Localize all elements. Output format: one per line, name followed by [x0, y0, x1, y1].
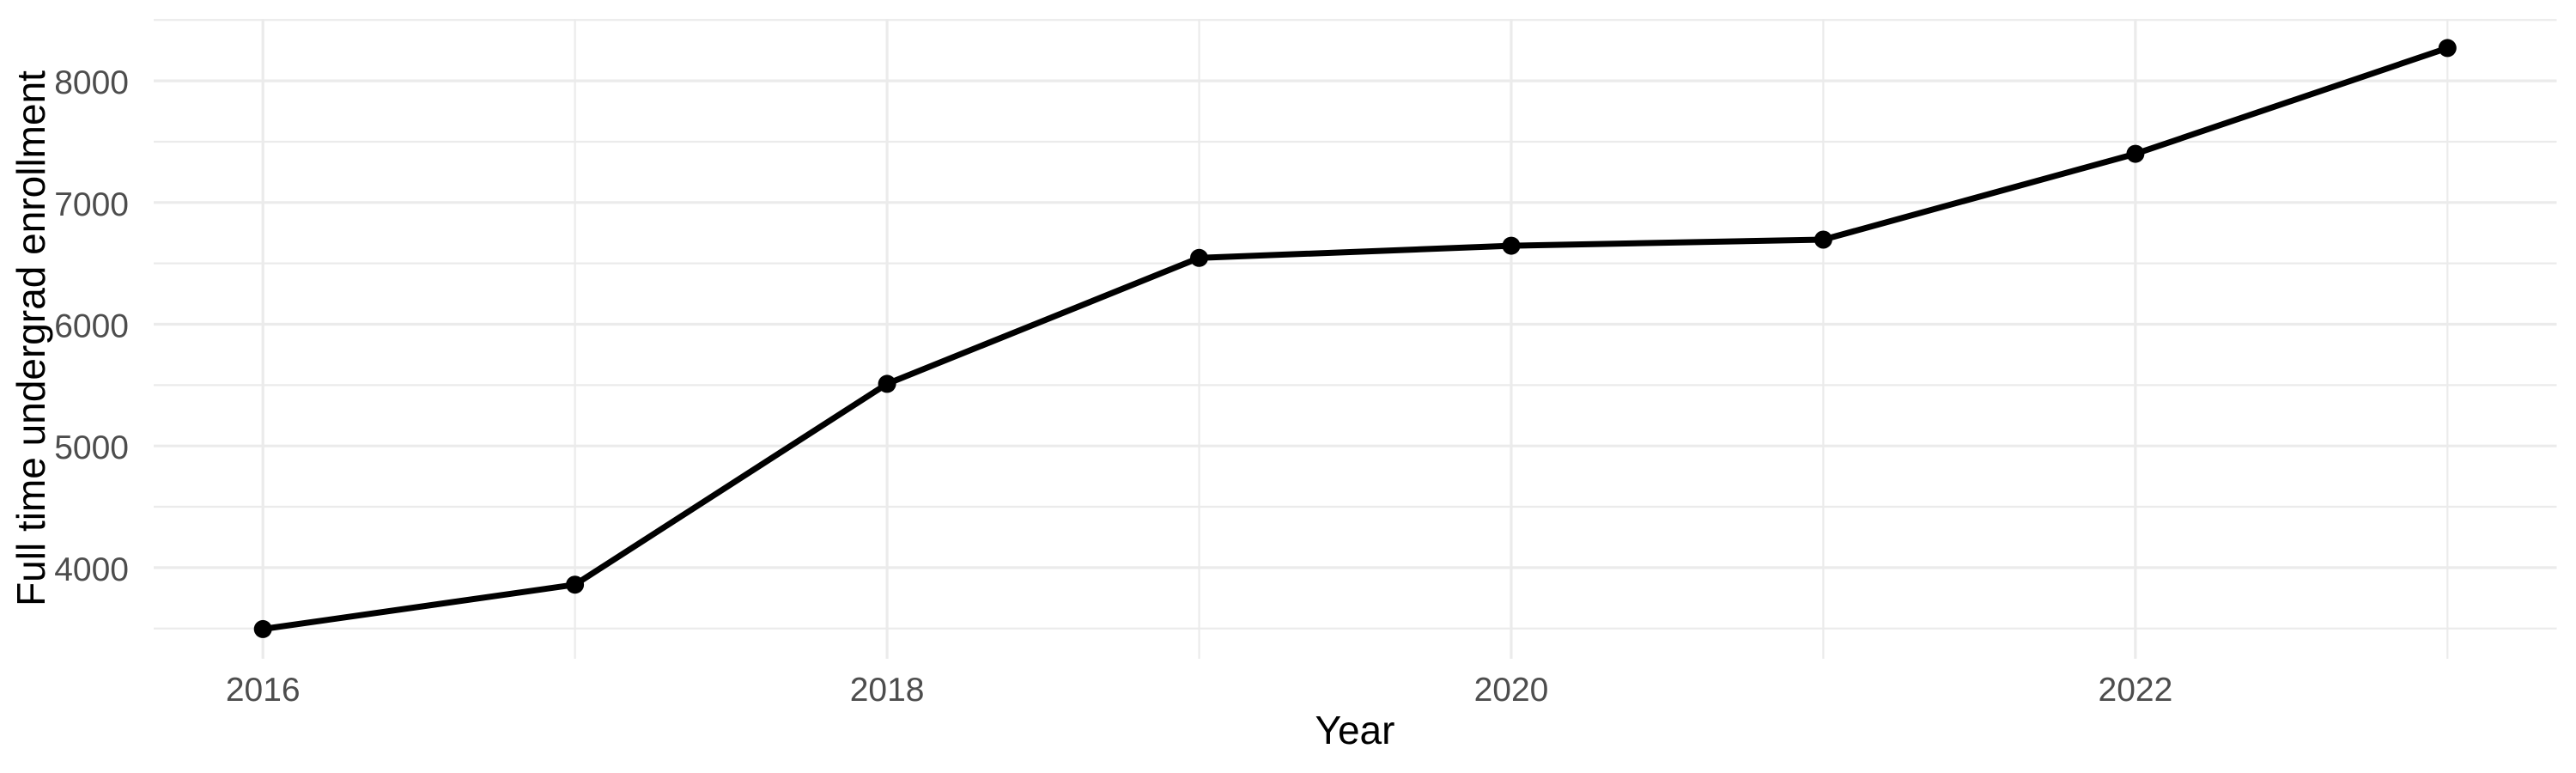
y-axis-title: Full time undergrad enrollment — [9, 70, 53, 606]
gridlines-minor — [154, 19, 2557, 659]
y-axis-tick-labels: 4000 5000 6000 7000 8000 — [54, 64, 129, 588]
y-tick-label: 6000 — [54, 308, 129, 345]
data-point — [2126, 144, 2145, 163]
x-axis-title: Year — [1315, 708, 1395, 752]
data-point — [1814, 230, 1832, 249]
enrollment-series-line — [262, 45, 2449, 632]
data-point — [566, 575, 585, 594]
x-tick-label: 2018 — [850, 672, 925, 709]
data-point — [1190, 248, 1208, 267]
x-tick-label: 2016 — [226, 672, 301, 709]
y-tick-label: 8000 — [54, 64, 129, 101]
gridlines-major — [154, 19, 2557, 659]
y-tick-label: 5000 — [54, 429, 129, 466]
data-point — [878, 374, 896, 393]
y-tick-label: 7000 — [54, 186, 129, 223]
data-point — [2438, 39, 2457, 58]
data-point — [253, 619, 272, 638]
enrollment-series-points — [253, 39, 2457, 638]
x-axis-tick-labels: 2016 2018 2020 2022 — [226, 672, 2172, 709]
data-point — [1502, 236, 1521, 255]
x-tick-label: 2022 — [2099, 672, 2173, 709]
y-tick-label: 4000 — [54, 551, 129, 588]
x-tick-label: 2020 — [1474, 672, 1549, 709]
